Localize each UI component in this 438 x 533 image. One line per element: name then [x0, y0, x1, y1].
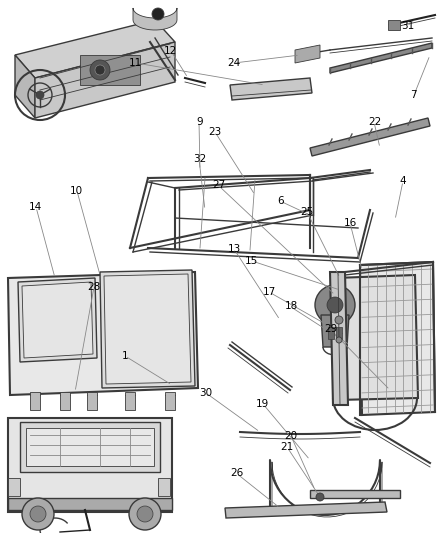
- Circle shape: [152, 8, 164, 20]
- Text: 12: 12: [164, 46, 177, 55]
- Text: 15: 15: [245, 256, 258, 266]
- Text: 10: 10: [70, 186, 83, 196]
- Text: 19: 19: [256, 399, 269, 409]
- Text: 13: 13: [228, 245, 241, 254]
- Polygon shape: [20, 422, 160, 472]
- Text: 14: 14: [29, 202, 42, 212]
- Text: 18: 18: [285, 302, 298, 311]
- Text: 28: 28: [88, 282, 101, 292]
- Circle shape: [129, 498, 161, 530]
- Circle shape: [315, 285, 355, 325]
- Text: 16: 16: [344, 218, 357, 228]
- Polygon shape: [100, 270, 195, 388]
- Polygon shape: [225, 502, 387, 518]
- Circle shape: [22, 498, 54, 530]
- Bar: [8, 478, 20, 496]
- Circle shape: [36, 91, 44, 99]
- Bar: [328, 327, 334, 339]
- Bar: [158, 478, 170, 496]
- Text: 29: 29: [324, 325, 337, 334]
- Bar: [125, 392, 135, 410]
- Text: 6: 6: [277, 197, 284, 206]
- Polygon shape: [321, 315, 349, 347]
- Bar: [30, 392, 40, 410]
- Polygon shape: [104, 274, 191, 384]
- Text: 26: 26: [230, 469, 243, 478]
- Text: 22: 22: [368, 117, 381, 126]
- Circle shape: [336, 337, 342, 343]
- Polygon shape: [22, 282, 93, 358]
- Polygon shape: [18, 278, 97, 362]
- Text: 25: 25: [300, 207, 313, 217]
- Polygon shape: [295, 45, 320, 63]
- Circle shape: [90, 60, 110, 80]
- Polygon shape: [15, 55, 35, 118]
- Polygon shape: [230, 78, 312, 100]
- Text: 23: 23: [208, 127, 221, 137]
- Text: 31: 31: [401, 21, 414, 30]
- Bar: [87, 392, 97, 410]
- Polygon shape: [310, 118, 430, 156]
- Polygon shape: [335, 275, 418, 400]
- Text: 20: 20: [285, 431, 298, 441]
- Polygon shape: [26, 428, 154, 466]
- Polygon shape: [35, 42, 175, 118]
- Polygon shape: [330, 43, 432, 73]
- Circle shape: [316, 493, 324, 501]
- Circle shape: [335, 316, 343, 324]
- Circle shape: [137, 506, 153, 522]
- Text: 30: 30: [199, 389, 212, 398]
- Text: 4: 4: [399, 176, 406, 186]
- Bar: [8, 498, 172, 510]
- Circle shape: [95, 65, 105, 75]
- Text: 7: 7: [410, 90, 417, 100]
- Text: 24: 24: [228, 58, 241, 68]
- Bar: [60, 392, 70, 410]
- Polygon shape: [360, 262, 435, 415]
- Bar: [80, 55, 140, 85]
- Bar: [336, 327, 342, 339]
- Circle shape: [327, 297, 343, 313]
- Polygon shape: [15, 20, 175, 78]
- Text: 27: 27: [212, 181, 226, 190]
- Polygon shape: [133, 8, 177, 30]
- Text: 32: 32: [193, 154, 206, 164]
- Text: 9: 9: [196, 117, 203, 126]
- Polygon shape: [8, 272, 198, 395]
- Text: 1: 1: [121, 351, 128, 361]
- Text: 21: 21: [280, 442, 293, 451]
- Polygon shape: [330, 272, 348, 405]
- Text: 17: 17: [263, 287, 276, 297]
- Text: 11: 11: [129, 58, 142, 68]
- Bar: [310, 490, 400, 498]
- Bar: [165, 392, 175, 410]
- Circle shape: [30, 506, 46, 522]
- Polygon shape: [8, 418, 172, 512]
- Bar: [388, 20, 400, 30]
